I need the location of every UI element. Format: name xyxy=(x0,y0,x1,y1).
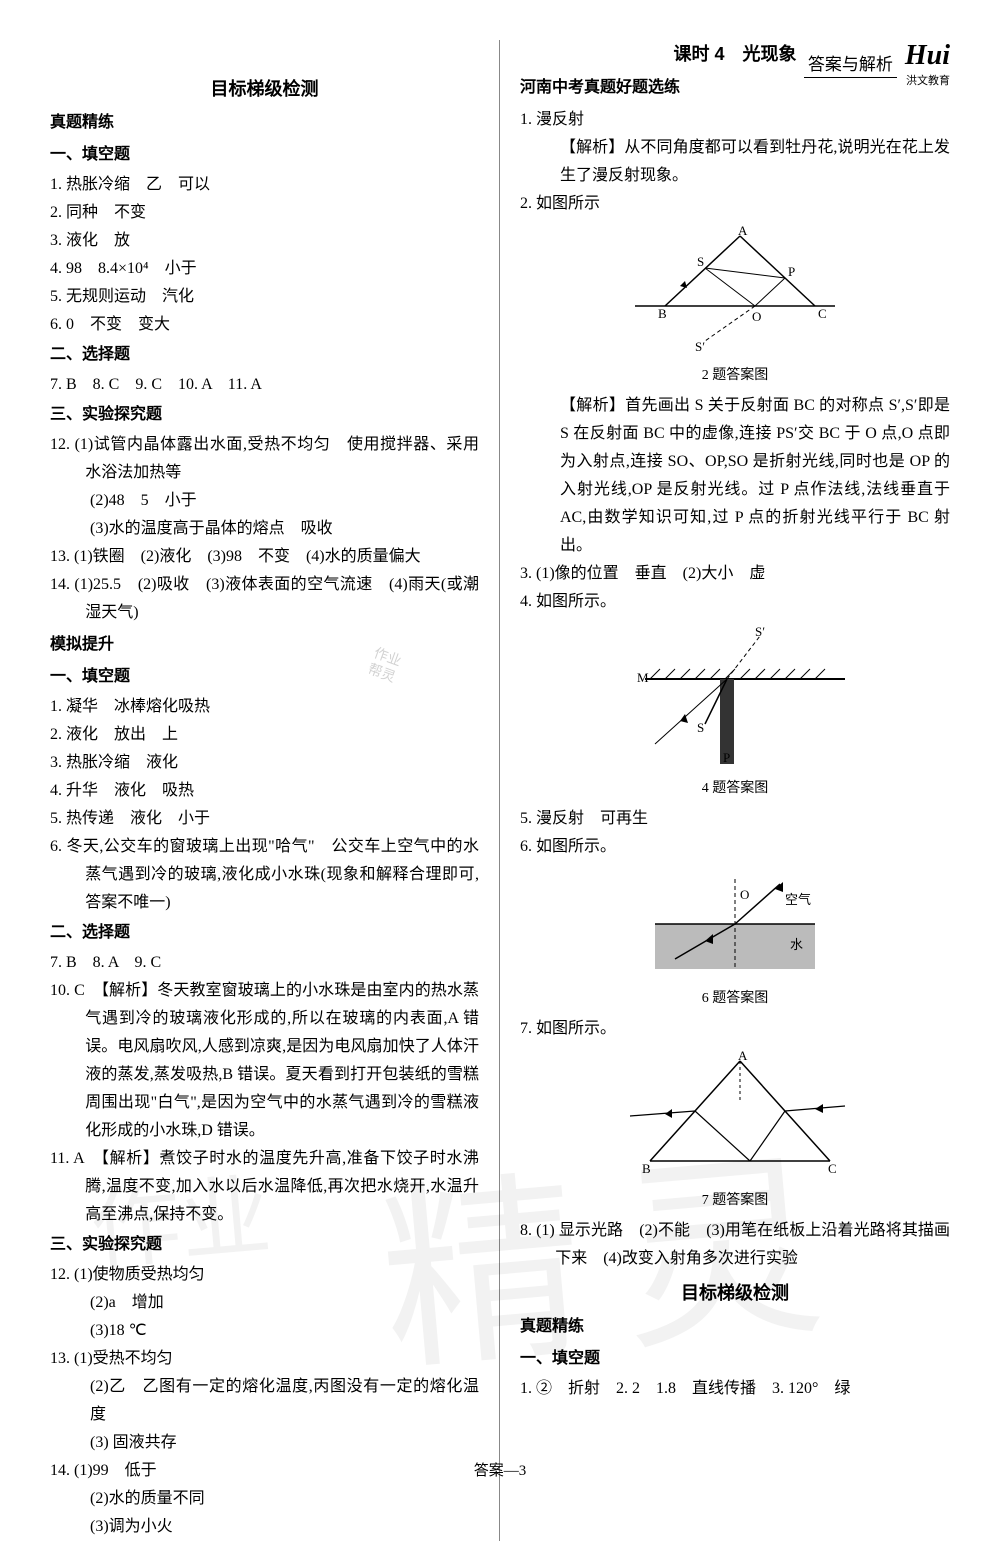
q2: 2. 同种 不变 xyxy=(50,199,479,227)
q14a: 14. (1)25.5 (2)吸收 (3)液体表面的空气流速 (4)雨天(或潮湿… xyxy=(50,571,479,627)
right-title2: 目标梯级检测 xyxy=(520,1279,950,1305)
e12a: 12. (1)使物质受热均匀 xyxy=(50,1261,479,1289)
lbl7-A: A xyxy=(738,1051,748,1063)
e13c: (3) 固液共存 xyxy=(50,1429,479,1457)
lbl-P: P xyxy=(788,264,795,279)
figure-2: A B C S P O S′ xyxy=(625,226,845,356)
m2: 2. 液化 放出 上 xyxy=(50,721,479,749)
m3: 3. 热胀冷缩 液化 xyxy=(50,749,479,777)
q1: 1. 热胀冷缩 乙 可以 xyxy=(50,171,479,199)
left-title: 目标梯级检测 xyxy=(50,75,479,101)
r2: 2. 如图所示 xyxy=(520,190,950,218)
fig6-caption: 6 题答案图 xyxy=(520,987,950,1007)
lbl6-water: 水 xyxy=(790,937,803,952)
m1: 1. 凝华 冰棒熔化吸热 xyxy=(50,693,479,721)
r5: 5. 漫反射 可再生 xyxy=(520,805,950,833)
q12c: (3)水的温度高于晶体的熔点 吸收 xyxy=(50,515,479,543)
q13: 13. (1)铁圈 (2)液化 (3)98 不变 (4)水的质量偏大 xyxy=(50,543,479,571)
m7: 7. B 8. A 9. C xyxy=(50,949,479,977)
logo-main: Hui xyxy=(905,40,950,71)
r3: 3. (1)像的位置 垂直 (2)大小 虚 xyxy=(520,560,950,588)
fill-title: 一、填空题 xyxy=(50,141,479,169)
lbl6-O: O xyxy=(740,887,749,902)
q6: 6. 0 不变 变大 xyxy=(50,311,479,339)
left-column: 目标梯级检测 真题精练 一、填空题 1. 热胀冷缩 乙 可以 2. 同种 不变 … xyxy=(40,40,500,1541)
zhenti-title: 真题精练 xyxy=(50,109,479,137)
fig7-caption: 7 题答案图 xyxy=(520,1189,950,1209)
right-column: 课时 4 光现象 河南中考真题好题选练 1. 漫反射 【解析】从不同角度都可以看… xyxy=(500,40,960,1541)
content-columns: 目标梯级检测 真题精练 一、填空题 1. 热胀冷缩 乙 可以 2. 同种 不变 … xyxy=(40,40,960,1541)
lbl-C: C xyxy=(818,306,827,321)
answers-label: 答案与解析 xyxy=(804,50,897,78)
e13b: (2)乙 乙图有一定的熔化温度,丙图没有一定的熔化温度 xyxy=(50,1373,479,1429)
lbl-B: B xyxy=(658,306,667,321)
r8: 8. (1) 显示光路 (2)不能 (3)用笔在纸板上沿着光路将其描画下来 (4… xyxy=(520,1217,950,1273)
lbl-O: O xyxy=(752,309,761,324)
lbl-A: A xyxy=(738,226,748,238)
m6: 6. 冬天,公交车的窗玻璃上出现"哈气" 公交车上空气中的水蒸气遇到冷的玻璃,液… xyxy=(50,833,479,917)
r2exp: 【解析】首先画出 S 关于反射面 BC 的对称点 S′,S′即是 S 在反射面 … xyxy=(520,392,950,560)
lbl4-Sp: S′ xyxy=(755,624,765,639)
m-exp-title: 三、实验探究题 xyxy=(50,1231,479,1259)
figure-6: O 空气 水 xyxy=(635,869,835,979)
zhenti2: 真题精练 xyxy=(520,1313,950,1341)
m4: 4. 升华 液化 吸热 xyxy=(50,777,479,805)
choice-title: 二、选择题 xyxy=(50,341,479,369)
e14b: (2)水的质量不同 xyxy=(50,1485,479,1513)
lbl6-air: 空气 xyxy=(785,892,811,907)
q12b: (2)48 5 小于 xyxy=(50,487,479,515)
logo-sub: 洪文教育 xyxy=(905,72,950,88)
q12a: 12. (1)试管内晶体露出水面,受热不均匀 使用搅拌器、采用水浴法加热等 xyxy=(50,431,479,487)
q7: 7. B 8. C 9. C 10. A 11. A xyxy=(50,371,479,399)
b1: 1. ② 折射 2. 2 1.8 直线传播 3. 120° 绿 xyxy=(520,1375,950,1403)
r4: 4. 如图所示。 xyxy=(520,588,950,616)
e14c: (3)调为小火 xyxy=(50,1513,479,1541)
lbl-Sp: S′ xyxy=(695,339,705,354)
lbl7-B: B xyxy=(642,1161,651,1176)
lbl4-S: S xyxy=(697,720,704,735)
header-right: 答案与解析 Hui 洪文教育 xyxy=(804,40,950,88)
fig4-caption: 4 题答案图 xyxy=(520,777,950,797)
m-choice-title: 二、选择题 xyxy=(50,919,479,947)
figure-4: M S′ S P xyxy=(615,624,855,769)
r1exp: 【解析】从不同角度都可以看到牡丹花,说明光在花上发生了漫反射现象。 xyxy=(520,134,950,190)
exp-title: 三、实验探究题 xyxy=(50,401,479,429)
figure-7: A B C xyxy=(620,1051,850,1181)
lbl4-P: P xyxy=(723,750,730,765)
logo: Hui 洪文教育 xyxy=(905,40,950,88)
r1: 1. 漫反射 xyxy=(520,106,950,134)
m5: 5. 热传递 液化 小于 xyxy=(50,805,479,833)
q5: 5. 无规则运动 汽化 xyxy=(50,283,479,311)
r7: 7. 如图所示。 xyxy=(520,1015,950,1043)
lbl-S: S xyxy=(697,254,704,269)
e12c: (3)18 ℃ xyxy=(50,1317,479,1345)
e13a: 13. (1)受热不均匀 xyxy=(50,1345,479,1373)
fill2: 一、填空题 xyxy=(520,1345,950,1373)
fig2-caption: 2 题答案图 xyxy=(520,364,950,384)
m10: 10. C 【解析】冬天教室窗玻璃上的小水珠是由室内的热水蒸气遇到冷的玻璃液化形… xyxy=(50,977,479,1145)
r6: 6. 如图所示。 xyxy=(520,833,950,861)
m11: 11. A 【解析】煮饺子时水的温度先升高,准备下饺子时水沸腾,温度不变,加入水… xyxy=(50,1145,479,1229)
m-fill-title: 一、填空题 xyxy=(50,663,479,691)
e12b: (2)a 增加 xyxy=(50,1289,479,1317)
moni-title: 模拟提升 xyxy=(50,631,479,659)
q3: 3. 液化 放 xyxy=(50,227,479,255)
q4: 4. 98 8.4×10⁴ 小于 xyxy=(50,255,479,283)
page-footer: 答案—3 xyxy=(0,1459,1000,1480)
lbl7-C: C xyxy=(828,1161,837,1176)
lbl4-M: M xyxy=(637,670,649,685)
